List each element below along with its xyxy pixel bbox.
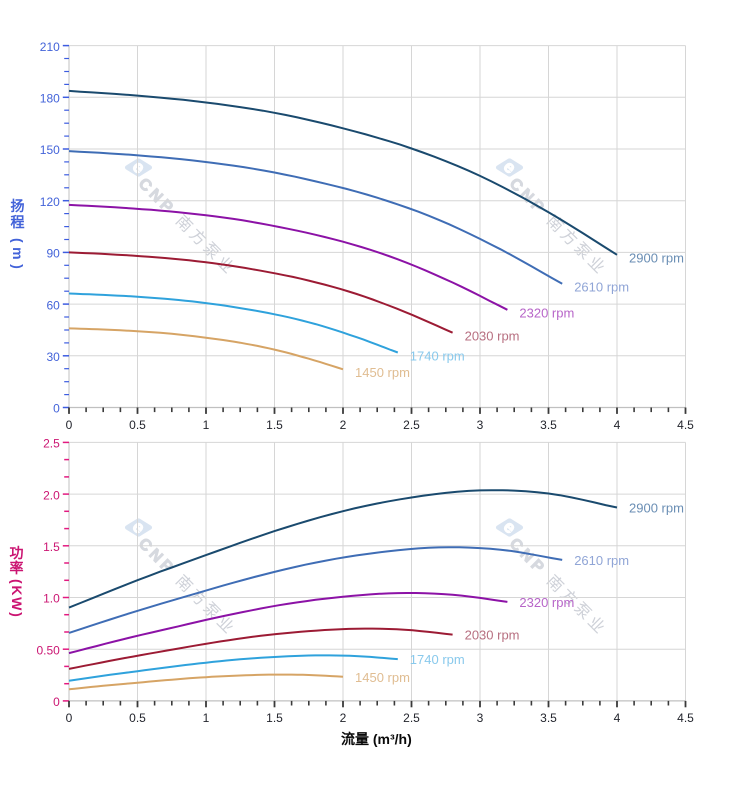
svg-text:180: 180 xyxy=(40,92,60,106)
svg-text:150: 150 xyxy=(40,143,60,157)
svg-text:0: 0 xyxy=(66,418,73,432)
svg-text:2610 rpm: 2610 rpm xyxy=(574,280,629,295)
svg-text:2030 rpm: 2030 rpm xyxy=(465,329,520,344)
svg-text:2900 rpm: 2900 rpm xyxy=(629,251,684,266)
svg-text:210: 210 xyxy=(40,40,60,54)
svg-text:4: 4 xyxy=(614,418,621,432)
svg-text:0: 0 xyxy=(66,711,73,725)
svg-text:1.5: 1.5 xyxy=(266,418,283,432)
svg-text:4.5: 4.5 xyxy=(677,418,694,432)
svg-text:120: 120 xyxy=(40,195,60,209)
svg-text:1450 rpm: 1450 rpm xyxy=(355,670,410,685)
svg-text:3: 3 xyxy=(477,418,484,432)
svg-text:30: 30 xyxy=(46,350,60,364)
svg-text:2.5: 2.5 xyxy=(403,711,420,725)
svg-text:2.5: 2.5 xyxy=(43,437,60,451)
svg-text:3.5: 3.5 xyxy=(540,711,557,725)
svg-text:2900 rpm: 2900 rpm xyxy=(629,501,684,516)
svg-text:1.0: 1.0 xyxy=(43,592,60,606)
svg-text:1.5: 1.5 xyxy=(43,540,60,554)
svg-text:4: 4 xyxy=(614,711,621,725)
svg-text:2: 2 xyxy=(340,711,347,725)
svg-text:60: 60 xyxy=(46,298,60,312)
svg-text:1: 1 xyxy=(203,418,210,432)
svg-text:0: 0 xyxy=(53,695,60,709)
svg-text:3.5: 3.5 xyxy=(540,418,557,432)
svg-text:2: 2 xyxy=(340,418,347,432)
svg-text:2030 rpm: 2030 rpm xyxy=(465,628,520,643)
svg-text:0: 0 xyxy=(53,402,60,416)
svg-text:1740 rpm: 1740 rpm xyxy=(410,652,465,667)
svg-text:0.5: 0.5 xyxy=(129,711,146,725)
svg-text:0.50: 0.50 xyxy=(36,643,60,657)
svg-text:90: 90 xyxy=(46,247,60,261)
svg-text:2320 rpm: 2320 rpm xyxy=(519,306,574,321)
svg-text:2.5: 2.5 xyxy=(403,418,420,432)
svg-text:1450 rpm: 1450 rpm xyxy=(355,365,410,380)
svg-text:1740 rpm: 1740 rpm xyxy=(410,348,465,363)
svg-text:2.0: 2.0 xyxy=(43,488,60,502)
svg-text:2610 rpm: 2610 rpm xyxy=(574,553,629,568)
svg-text:1.5: 1.5 xyxy=(266,711,283,725)
svg-text:3: 3 xyxy=(477,711,484,725)
svg-text:1: 1 xyxy=(203,711,210,725)
svg-text:4.5: 4.5 xyxy=(677,711,694,725)
svg-text:0.5: 0.5 xyxy=(129,418,146,432)
svg-text:2320 rpm: 2320 rpm xyxy=(519,595,574,610)
